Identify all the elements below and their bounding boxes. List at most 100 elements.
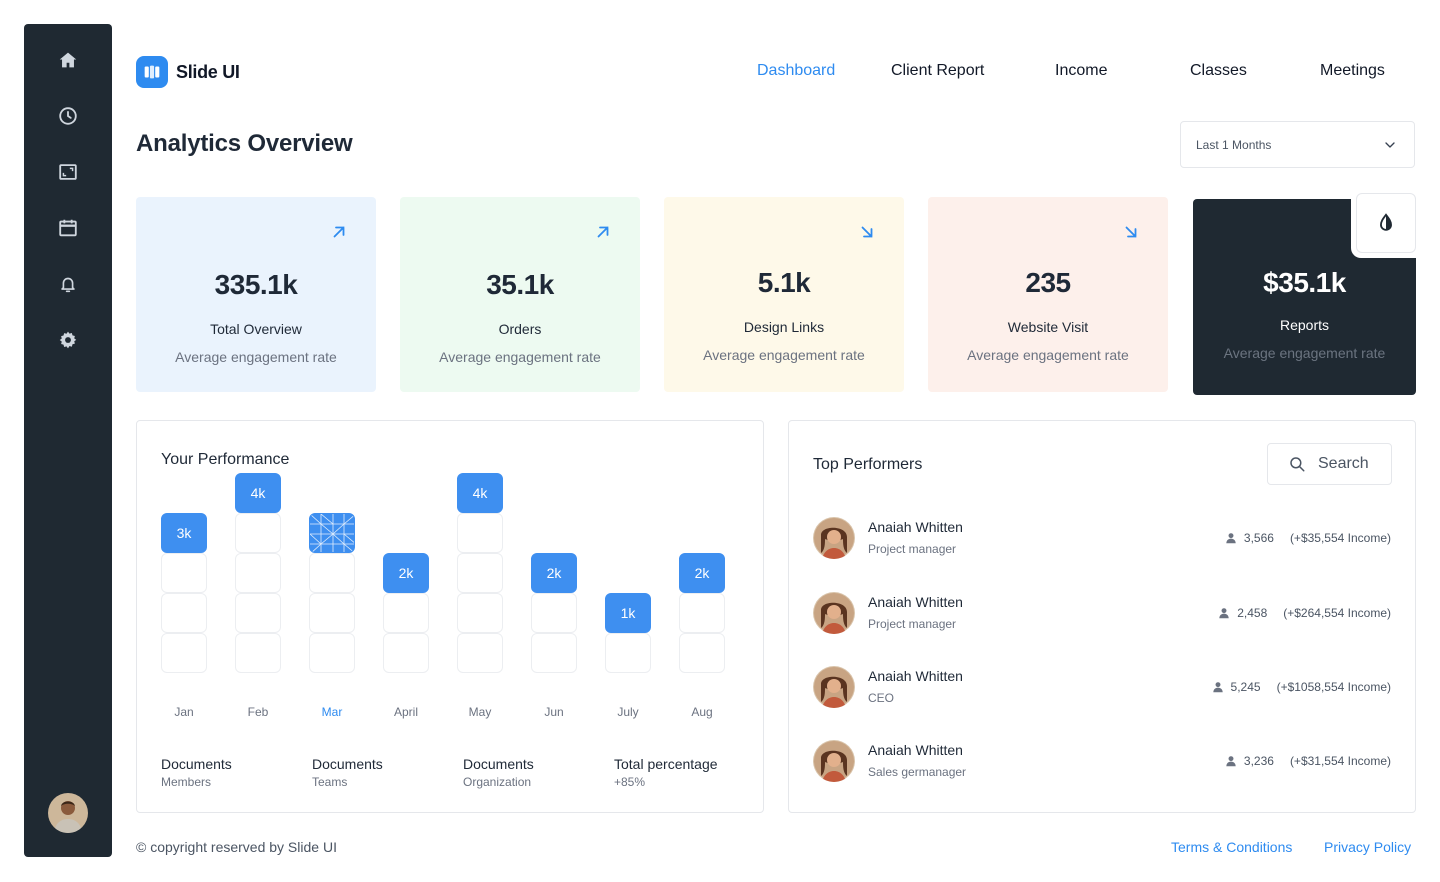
month-label: Aug <box>691 705 713 719</box>
doc-sub: +85% <box>614 775 646 789</box>
privacy-link[interactable]: Privacy Policy <box>1324 839 1412 855</box>
performance-title: Your Performance <box>161 451 290 468</box>
stat-value: $35.1k <box>1263 267 1346 298</box>
performer-name: Anaiah Whitten <box>868 668 963 684</box>
home-icon[interactable] <box>56 48 80 72</box>
doc-sub: Members <box>161 775 212 789</box>
stat-label: Design Links <box>743 319 825 335</box>
performer-avatar <box>813 666 855 708</box>
stat-value: 235 <box>1025 267 1071 298</box>
stat-card-orders[interactable]: 35.1k Orders Average engagement rate <box>400 197 640 392</box>
month-label: April <box>393 705 418 719</box>
stat-label: Reports <box>1279 317 1330 333</box>
performer-row[interactable]: Anaiah Whitten Project manager 2,458 (+$264… <box>813 592 1391 636</box>
page-title: Analytics Overview <box>136 130 353 157</box>
nav-meetings[interactable]: Meetings <box>1320 62 1385 79</box>
brand-logo[interactable]: Slide UI <box>136 56 240 88</box>
performer-role: Project manager <box>868 542 957 556</box>
doc-title: Documents <box>463 756 534 772</box>
logo-icon <box>136 56 168 88</box>
bar-empty-cell <box>235 593 281 633</box>
arrow-up-right-icon[interactable] <box>594 223 612 241</box>
performance-panel: Your Performance 3k Jan 4k Feb Mar 2k April 4k M… <box>136 420 764 813</box>
arrow-up-right-icon[interactable] <box>330 223 348 241</box>
copyright: © copyright reserved by Slide UI <box>136 839 337 855</box>
performer-row[interactable]: Anaiah Whitten Project manager 3,566 (+$35,… <box>813 517 1391 561</box>
nav-classes[interactable]: Classes <box>1190 62 1247 79</box>
user-icon <box>1226 533 1236 544</box>
bar-empty-cell <box>235 633 281 673</box>
top-performers-title: Top Performers <box>813 456 923 473</box>
stat-sub: Average engagement rate <box>1223 345 1386 361</box>
user-icon <box>1212 682 1223 693</box>
stat-label: Total Overview <box>210 321 302 337</box>
month-label: Feb <box>247 705 269 719</box>
bar-empty-cell <box>161 593 207 633</box>
date-range-select[interactable]: Last 1 Months <box>1180 121 1415 168</box>
performer-stats: 2,458 (+$264,554 Income) <box>1217 606 1391 620</box>
bar-empty-cell <box>457 553 503 593</box>
performer-name: Anaiah Whitten <box>868 519 963 535</box>
bar-value-cell: 4k <box>457 473 503 513</box>
arrow-down-right-icon[interactable] <box>858 223 876 241</box>
bar-empty-cell <box>235 553 281 593</box>
stat-card-design-links[interactable]: 5.1k Design Links Average engagement rat… <box>664 197 904 392</box>
performer-search-input[interactable]: Search <box>1267 443 1392 485</box>
gear-icon[interactable] <box>56 328 80 352</box>
bar-empty-cell <box>457 633 503 673</box>
performer-role: CEO <box>868 691 895 705</box>
nav-client-report[interactable]: Client Report <box>891 62 985 79</box>
bar-value-cell: 1k <box>605 593 651 633</box>
month-label: Jun <box>544 705 564 719</box>
arrow-down-right-icon[interactable] <box>1122 223 1140 241</box>
performer-count: 3,236 <box>1243 754 1274 768</box>
bell-icon[interactable] <box>56 272 80 296</box>
bar-empty-cell <box>679 593 725 633</box>
bar-empty-cell <box>383 593 429 633</box>
performer-income: (+$31,554 Income) <box>1289 754 1391 768</box>
user-icon <box>1226 756 1236 767</box>
stat-value: 335.1k <box>214 269 298 300</box>
stat-value: 5.1k <box>757 267 811 298</box>
search-icon <box>1290 457 1305 472</box>
bar-empty-cell <box>383 633 429 673</box>
performer-count: 5,245 <box>1230 680 1261 694</box>
theme-toggle-button[interactable] <box>1356 193 1416 253</box>
bar-value-cell-active <box>309 513 355 553</box>
bar-value-cell: 2k <box>679 553 725 593</box>
stat-card-total-overview[interactable]: 335.1k Total Overview Average engagement… <box>136 197 376 392</box>
bar-empty-cell <box>605 633 651 673</box>
chevron-down-icon <box>1385 141 1395 148</box>
image-icon[interactable] <box>56 160 80 184</box>
bar-value-cell: 2k <box>383 553 429 593</box>
performer-avatar <box>813 517 855 559</box>
doc-organization: Documents Organization <box>463 756 534 789</box>
doc-teams: Documents Teams <box>312 756 383 789</box>
performer-row[interactable]: Anaiah Whitten Sales germanager 3,236 (+$31… <box>813 740 1391 784</box>
nav-dashboard[interactable]: Dashboard <box>757 62 836 79</box>
bar-empty-cell <box>235 513 281 553</box>
stat-value: 35.1k <box>486 269 554 300</box>
bar-empty-cell <box>309 553 355 593</box>
performer-row[interactable]: Anaiah Whitten CEO 5,245 (+$1058,554 Income… <box>813 666 1391 710</box>
performer-income: (+$1058,554 Income) <box>1276 680 1391 694</box>
clock-icon[interactable] <box>56 104 80 128</box>
performer-stats: 3,566 (+$35,554 Income) <box>1224 531 1391 545</box>
user-avatar[interactable] <box>48 793 88 833</box>
stat-sub: Average engagement rate <box>175 349 337 365</box>
stat-label: Orders <box>498 321 542 337</box>
doc-sub: Organization <box>463 775 532 789</box>
user-icon <box>1219 608 1229 619</box>
nav-income[interactable]: Income <box>1055 62 1108 79</box>
stat-sub: Average engagement rate <box>967 347 1129 363</box>
bar-value-cell: 4k <box>235 473 281 513</box>
stat-card-website-visit[interactable]: 235 Website Visit Average engagement rat… <box>928 197 1168 392</box>
terms-link[interactable]: Terms & Conditions <box>1171 839 1293 855</box>
performer-role: Sales germanager <box>868 765 967 779</box>
stat-card-reports[interactable]: $35.1k Reports Average engagement rate <box>1193 199 1416 395</box>
month-label: Mar <box>321 705 343 719</box>
calendar-icon[interactable] <box>56 216 80 240</box>
bar-empty-cell <box>457 513 503 553</box>
month-label: Jan <box>174 705 194 719</box>
performer-avatar <box>813 592 855 634</box>
